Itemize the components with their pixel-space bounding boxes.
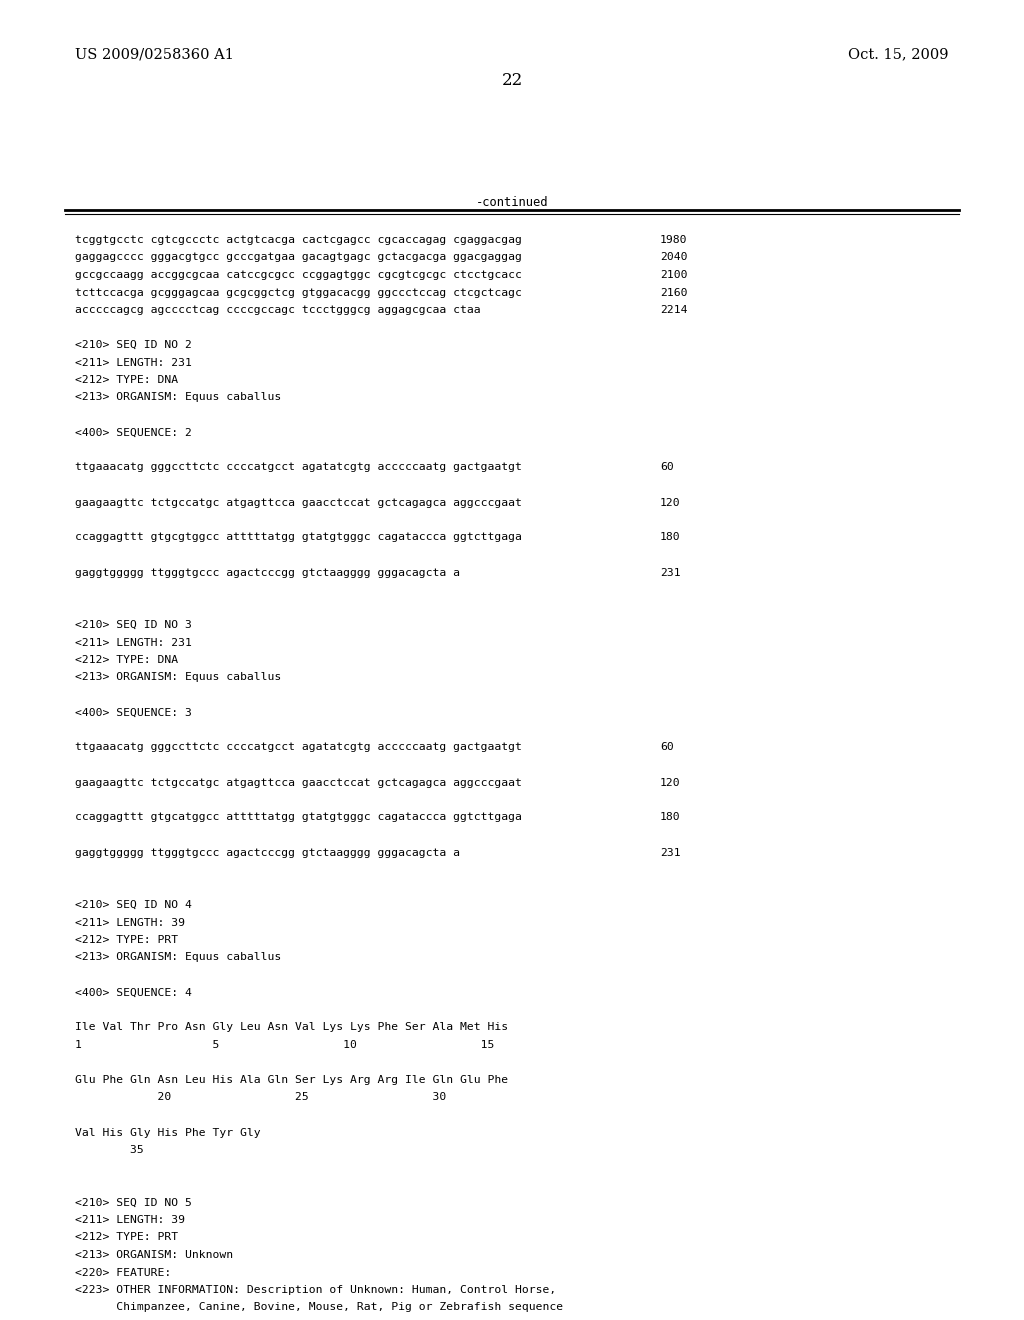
Text: 120: 120 [660, 777, 681, 788]
Text: <223> OTHER INFORMATION: Description of Unknown: Human, Control Horse,: <223> OTHER INFORMATION: Description of … [75, 1284, 556, 1295]
Text: <211> LENGTH: 39: <211> LENGTH: 39 [75, 917, 185, 928]
Text: 231: 231 [660, 847, 681, 858]
Text: gaggagcccc gggacgtgcc gcccgatgaa gacagtgagc gctacgacga ggacgaggag: gaggagcccc gggacgtgcc gcccgatgaa gacagtg… [75, 252, 522, 263]
Text: tcggtgcctc cgtcgccctc actgtcacga cactcgagcc cgcaccagag cgaggacgag: tcggtgcctc cgtcgccctc actgtcacga cactcga… [75, 235, 522, 246]
Text: 231: 231 [660, 568, 681, 578]
Text: <210> SEQ ID NO 3: <210> SEQ ID NO 3 [75, 620, 191, 630]
Text: <212> TYPE: PRT: <212> TYPE: PRT [75, 935, 178, 945]
Text: Val His Gly His Phe Tyr Gly: Val His Gly His Phe Tyr Gly [75, 1127, 261, 1138]
Text: 35: 35 [75, 1144, 143, 1155]
Text: <212> TYPE: DNA: <212> TYPE: DNA [75, 375, 178, 385]
Text: ttgaaacatg gggccttctc ccccatgcct agatatcgtg acccccaatg gactgaatgt: ttgaaacatg gggccttctc ccccatgcct agatatc… [75, 462, 522, 473]
Text: 1                   5                  10                  15: 1 5 10 15 [75, 1040, 495, 1049]
Text: <210> SEQ ID NO 5: <210> SEQ ID NO 5 [75, 1197, 191, 1208]
Text: 2040: 2040 [660, 252, 687, 263]
Text: <213> ORGANISM: Unknown: <213> ORGANISM: Unknown [75, 1250, 233, 1261]
Text: Oct. 15, 2009: Oct. 15, 2009 [849, 48, 949, 61]
Text: Ile Val Thr Pro Asn Gly Leu Asn Val Lys Lys Phe Ser Ala Met His: Ile Val Thr Pro Asn Gly Leu Asn Val Lys … [75, 1023, 508, 1032]
Text: 1980: 1980 [660, 235, 687, 246]
Text: <400> SEQUENCE: 4: <400> SEQUENCE: 4 [75, 987, 191, 998]
Text: ttgaaacatg gggccttctc ccccatgcct agatatcgtg acccccaatg gactgaatgt: ttgaaacatg gggccttctc ccccatgcct agatatc… [75, 742, 522, 752]
Text: 60: 60 [660, 462, 674, 473]
Text: gaagaagttc tctgccatgc atgagttcca gaacctccat gctcagagca aggcccgaat: gaagaagttc tctgccatgc atgagttcca gaacctc… [75, 777, 522, 788]
Text: <212> TYPE: DNA: <212> TYPE: DNA [75, 655, 178, 665]
Text: 180: 180 [660, 532, 681, 543]
Text: US 2009/0258360 A1: US 2009/0258360 A1 [75, 48, 233, 61]
Text: Glu Phe Gln Asn Leu His Ala Gln Ser Lys Arg Arg Ile Gln Glu Phe: Glu Phe Gln Asn Leu His Ala Gln Ser Lys … [75, 1074, 508, 1085]
Text: <213> ORGANISM: Equus caballus: <213> ORGANISM: Equus caballus [75, 953, 282, 962]
Text: 2100: 2100 [660, 271, 687, 280]
Text: 20                  25                  30: 20 25 30 [75, 1093, 446, 1102]
Text: acccccagcg agcccctcag ccccgccagc tccctgggcg aggagcgcaa ctaa: acccccagcg agcccctcag ccccgccagc tccctgg… [75, 305, 480, 315]
Text: 120: 120 [660, 498, 681, 507]
Text: 2214: 2214 [660, 305, 687, 315]
Text: tcttccacga gcgggagcaa gcgcggctcg gtggacacgg ggccctccag ctcgctcagc: tcttccacga gcgggagcaa gcgcggctcg gtggaca… [75, 288, 522, 297]
Text: <210> SEQ ID NO 2: <210> SEQ ID NO 2 [75, 341, 191, 350]
Text: gccgccaagg accggcgcaa catccgcgcc ccggagtggc cgcgtcgcgc ctcctgcacc: gccgccaagg accggcgcaa catccgcgcc ccggagt… [75, 271, 522, 280]
Text: <210> SEQ ID NO 4: <210> SEQ ID NO 4 [75, 900, 191, 909]
Text: <212> TYPE: PRT: <212> TYPE: PRT [75, 1233, 178, 1242]
Text: -continued: -continued [476, 195, 548, 209]
Text: gaagaagttc tctgccatgc atgagttcca gaacctccat gctcagagca aggcccgaat: gaagaagttc tctgccatgc atgagttcca gaacctc… [75, 498, 522, 507]
Text: <400> SEQUENCE: 2: <400> SEQUENCE: 2 [75, 428, 191, 437]
Text: gaggtggggg ttgggtgccc agactcccgg gtctaagggg gggacagcta a: gaggtggggg ttgggtgccc agactcccgg gtctaag… [75, 847, 460, 858]
Text: Chimpanzee, Canine, Bovine, Mouse, Rat, Pig or Zebrafish sequence: Chimpanzee, Canine, Bovine, Mouse, Rat, … [75, 1303, 563, 1312]
Text: <213> ORGANISM: Equus caballus: <213> ORGANISM: Equus caballus [75, 672, 282, 682]
Text: gaggtggggg ttgggtgccc agactcccgg gtctaagggg gggacagcta a: gaggtggggg ttgggtgccc agactcccgg gtctaag… [75, 568, 460, 578]
Text: ccaggagttt gtgcatggcc atttttatgg gtatgtgggc cagataccca ggtcttgaga: ccaggagttt gtgcatggcc atttttatgg gtatgtg… [75, 813, 522, 822]
Text: 22: 22 [502, 73, 522, 88]
Text: 60: 60 [660, 742, 674, 752]
Text: ccaggagttt gtgcgtggcc atttttatgg gtatgtgggc cagataccca ggtcttgaga: ccaggagttt gtgcgtggcc atttttatgg gtatgtg… [75, 532, 522, 543]
Text: 180: 180 [660, 813, 681, 822]
Text: 2160: 2160 [660, 288, 687, 297]
Text: <213> ORGANISM: Equus caballus: <213> ORGANISM: Equus caballus [75, 392, 282, 403]
Text: <220> FEATURE:: <220> FEATURE: [75, 1267, 171, 1278]
Text: <211> LENGTH: 39: <211> LENGTH: 39 [75, 1214, 185, 1225]
Text: <211> LENGTH: 231: <211> LENGTH: 231 [75, 638, 191, 648]
Text: <400> SEQUENCE: 3: <400> SEQUENCE: 3 [75, 708, 191, 718]
Text: <211> LENGTH: 231: <211> LENGTH: 231 [75, 358, 191, 367]
